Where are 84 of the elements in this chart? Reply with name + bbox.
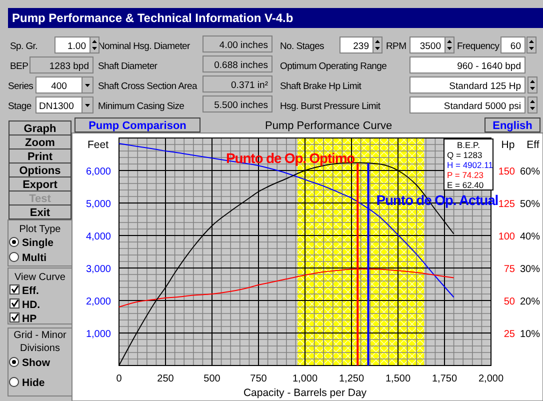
- text: Eff.: [22, 285, 39, 297]
- text: DN1300: [39, 101, 74, 112]
- x-tick-label: 1,250: [338, 374, 364, 384]
- text: HD.: [22, 299, 40, 311]
- text: Standard 125 Hp: [449, 81, 521, 92]
- text: 60: [510, 41, 521, 52]
- text: Print: [27, 151, 53, 163]
- text: Nominal Hsg. Diameter: [98, 41, 190, 52]
- y-tick-label: 2,000: [86, 296, 112, 308]
- text: 400: [51, 81, 67, 92]
- text: Zoom: [25, 137, 56, 149]
- x-tick-label: 1,750: [432, 374, 458, 384]
- text: 3500: [420, 41, 441, 52]
- text: Options: [19, 165, 61, 177]
- y3-tick-label: 60%: [520, 166, 540, 178]
- annotation: B.E.P.: [457, 140, 480, 150]
- text: Pump Comparison: [88, 120, 187, 132]
- annotation: P = 74.23: [447, 170, 484, 180]
- text: English: [492, 120, 533, 132]
- y2-tick-label: 25: [504, 329, 516, 340]
- text: 4.00 inches: [219, 40, 268, 51]
- annotation: E = 62.40: [447, 180, 484, 190]
- text: BEP: [10, 61, 28, 72]
- text: Shaft Cross Section Area: [98, 81, 198, 92]
- text: Frequency: [457, 41, 500, 52]
- text: Single: [22, 237, 54, 249]
- y3-tick-label: 40%: [520, 232, 540, 242]
- text: Optimum Operating Range: [280, 61, 387, 72]
- x-tick-label: 0: [116, 374, 122, 384]
- x-axis-title: Capacity - Barrels per Day: [243, 387, 368, 399]
- y-tick-label: 1,000: [86, 329, 112, 340]
- text: 5.500 inches: [214, 100, 268, 111]
- y2-axis-title: Hp: [501, 139, 515, 151]
- annotation: H = 4902.11: [447, 160, 494, 170]
- y-axis-title: Feet: [87, 139, 109, 151]
- y3-axis-title: Eff: [526, 139, 540, 151]
- text: Standard 5000 psi: [444, 101, 521, 112]
- text: Pump Performance & Technical Information V-4.b: [12, 11, 294, 25]
- text: Show: [22, 357, 51, 369]
- y2-tick-label: 75: [504, 264, 516, 275]
- text: Stage: [8, 101, 32, 112]
- text: 239: [353, 41, 369, 52]
- chart-title: Pump Performance Curve: [265, 120, 392, 132]
- x-tick-label: 2,000: [478, 374, 504, 384]
- text: 0.371 in²: [231, 80, 268, 91]
- text: Grid - Minor Divisions: [14, 330, 68, 354]
- text: 960 - 1640 bpd: [457, 61, 521, 72]
- annotation: Q = 1283: [447, 150, 482, 160]
- y2-tick-label: 150: [498, 166, 516, 178]
- text: Series: [8, 81, 34, 92]
- text: HP: [22, 313, 37, 325]
- y-tick-label: 4,000: [86, 232, 112, 242]
- y-tick-label: 5,000: [86, 199, 112, 210]
- text: Exit: [30, 207, 50, 219]
- text: View Curve: [14, 272, 66, 283]
- x-tick-label: 1,000: [292, 374, 318, 384]
- x-tick-label: 500: [204, 374, 221, 384]
- y3-tick-label: 10%: [520, 329, 540, 340]
- text: Sp. Gr.: [10, 41, 38, 52]
- text: RPM: [386, 41, 407, 52]
- y-tick-label: 6,000: [86, 166, 112, 178]
- text: Shaft Brake Hp Limit: [280, 81, 362, 92]
- x-tick-label: 1,500: [385, 374, 411, 384]
- y3-tick-label: 20%: [520, 296, 540, 308]
- text: Multi: [22, 252, 47, 264]
- y3-tick-label: 30%: [520, 264, 540, 275]
- y2-tick-label: 50: [504, 296, 516, 308]
- y2-tick-label: 125: [498, 199, 516, 210]
- text: 1.00: [68, 41, 86, 52]
- y-tick-label: 3,000: [86, 264, 112, 275]
- x-tick-label: 750: [250, 374, 268, 384]
- x-tick-label: 250: [157, 374, 174, 384]
- text: No. Stages: [280, 41, 325, 52]
- text: Export: [22, 179, 58, 191]
- text: Shaft Diameter: [98, 61, 158, 72]
- text: 0.688 inches: [214, 60, 268, 71]
- text: Minimum Casing Size: [98, 101, 184, 112]
- text: Plot Type: [19, 224, 62, 235]
- y2-tick-label: 100: [498, 232, 516, 242]
- text: Graph: [24, 123, 56, 135]
- y3-tick-label: 50%: [520, 199, 540, 210]
- text: Hide: [22, 377, 45, 389]
- text: Hsg. Burst Pressure Limit: [280, 101, 381, 112]
- text: 1283 bpd: [49, 61, 89, 72]
